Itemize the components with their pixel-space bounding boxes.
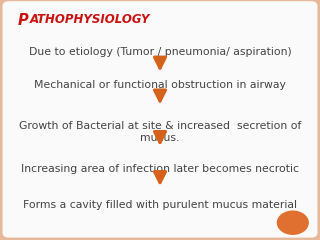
Text: Growth of Bacterial at site & increased  secretion of
mucus.: Growth of Bacterial at site & increased … xyxy=(19,121,301,143)
Text: P: P xyxy=(18,13,28,28)
Text: ATHOPHYSIOLOGY: ATHOPHYSIOLOGY xyxy=(30,13,150,26)
Text: Increasing area of infection later becomes necrotic: Increasing area of infection later becom… xyxy=(21,164,299,174)
Text: Mechanical or functional obstruction in airway: Mechanical or functional obstruction in … xyxy=(34,80,286,90)
Text: Due to etiology (Tumor / pneumonia/ aspiration): Due to etiology (Tumor / pneumonia/ aspi… xyxy=(28,47,292,57)
FancyBboxPatch shape xyxy=(3,1,317,238)
Circle shape xyxy=(277,211,308,234)
Text: Forms a cavity filled with purulent mucus material: Forms a cavity filled with purulent mucu… xyxy=(23,200,297,210)
